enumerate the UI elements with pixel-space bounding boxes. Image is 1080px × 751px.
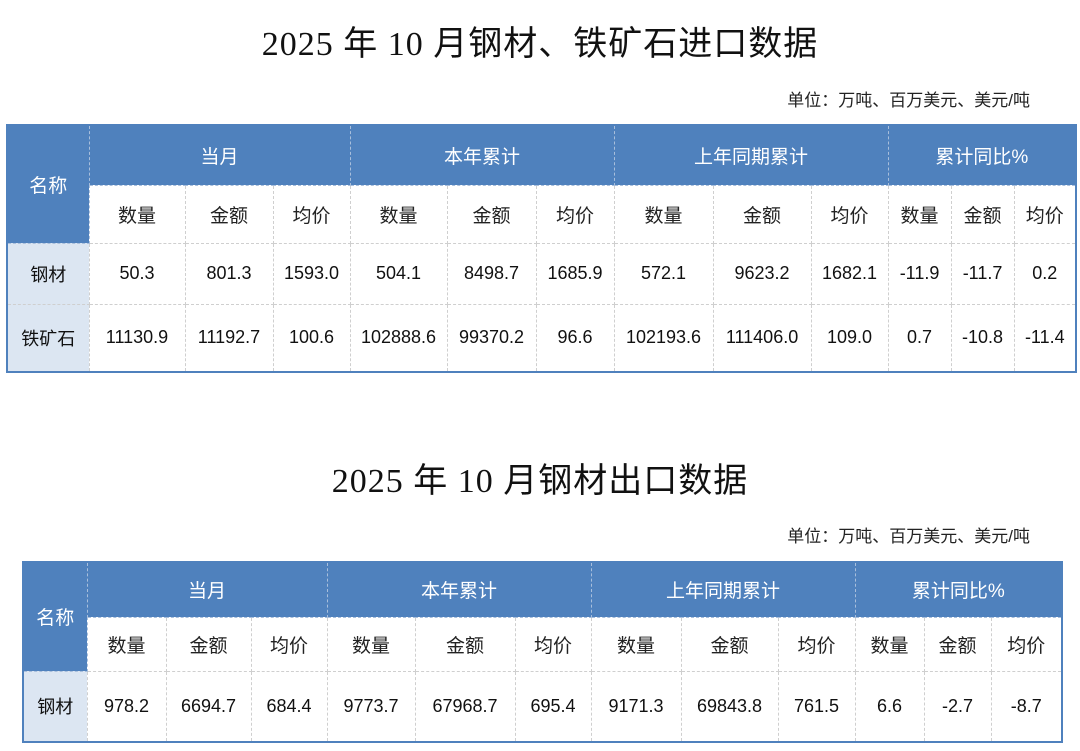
cell-value: -11.4 <box>1013 303 1077 373</box>
table-row: 铁矿石 11130.9 11192.7 100.6 102888.6 99370.2 96.… <box>6 303 1077 373</box>
subheader: 均价 <box>990 616 1063 672</box>
row-name: 钢材 <box>6 242 90 305</box>
cell-value: 504.1 <box>349 242 448 305</box>
cell-value: 11192.7 <box>184 303 274 373</box>
cell-value: 9171.3 <box>590 670 682 743</box>
cell-value: 96.6 <box>535 303 615 373</box>
subheader: 金额 <box>712 184 812 244</box>
subheader: 金额 <box>950 184 1015 244</box>
export-table: 名称 当月 本年累计 上年同期累计 累计同比% 数量 金额 均价 数量 金额 均价 数量 金额 均价 数量金… <box>22 561 1064 743</box>
cell-value: 0.7 <box>887 303 952 373</box>
cell-value: 99370.2 <box>446 303 537 373</box>
group-header: 累计同比% <box>887 124 1077 186</box>
cell-value: 978.2 <box>86 670 167 743</box>
cell-value: 801.3 <box>184 242 274 305</box>
cell-value: 11130.9 <box>88 303 186 373</box>
import-unit: 单位：万吨、百万美元、美元/吨 <box>787 91 1030 110</box>
subheader: 数量 <box>887 184 952 244</box>
cell-value: 684.4 <box>250 670 328 743</box>
cell-value: 9773.7 <box>326 670 416 743</box>
group-header: 本年累计 <box>349 124 615 186</box>
cell-value: 761.5 <box>777 670 856 743</box>
subheader: 均价 <box>810 184 889 244</box>
cell-value: 109.0 <box>810 303 889 373</box>
subheader: 金额 <box>923 616 992 672</box>
subheader: 数量 <box>86 616 167 672</box>
table-row: 钢材 978.2 6694.7 684.4 9773.7 67968.7 695.4 9171… <box>22 670 1063 743</box>
subheader: 数量 <box>349 184 448 244</box>
cell-value: 50.3 <box>88 242 186 305</box>
subheader: 数量 <box>590 616 682 672</box>
table-row: 钢材 50.3 801.3 1593.0 504.1 8498.7 1685.9 572.1 9… <box>6 242 1077 305</box>
subheader: 金额 <box>184 184 274 244</box>
cell-value: -11.7 <box>950 242 1015 305</box>
subheader: 均价 <box>250 616 328 672</box>
subheader: 金额 <box>165 616 252 672</box>
name-header: 名称 <box>22 561 88 672</box>
group-header: 上年同期累计 <box>613 124 889 186</box>
group-header: 累计同比% <box>854 561 1063 618</box>
subheader: 均价 <box>272 184 351 244</box>
subheader: 金额 <box>414 616 516 672</box>
cell-value: -10.8 <box>950 303 1015 373</box>
cell-value: 6.6 <box>854 670 925 743</box>
import-title: 2025 年 10 月钢材、铁矿石进口数据 <box>261 26 819 63</box>
subheader: 数量 <box>88 184 186 244</box>
cell-value: 1685.9 <box>535 242 615 305</box>
row-name: 钢材 <box>22 670 88 743</box>
group-header: 当月 <box>88 124 351 186</box>
group-header: 本年累计 <box>326 561 592 618</box>
cell-value: 102193.6 <box>613 303 714 373</box>
row-name: 铁矿石 <box>6 303 90 373</box>
cell-value: 695.4 <box>514 670 592 743</box>
subheader: 均价 <box>535 184 615 244</box>
cell-value: 100.6 <box>272 303 351 373</box>
import-table: 名称 当月 本年累计 上年同期累计 累计同比% 数量 金额 均价 数量 金额 均价 数量 金额 均价 数量金… <box>6 124 1078 373</box>
subheader: 金额 <box>680 616 779 672</box>
subheader: 均价 <box>1013 184 1077 244</box>
subheader: 金额 <box>446 184 537 244</box>
cell-value: 8498.7 <box>446 242 537 305</box>
cell-value: 0.2 <box>1013 242 1077 305</box>
subheader: 均价 <box>514 616 592 672</box>
subheader: 数量 <box>613 184 714 244</box>
group-header: 上年同期累计 <box>590 561 856 618</box>
cell-value: 102888.6 <box>349 303 448 373</box>
export-title: 2025 年 10 月钢材出口数据 <box>331 463 749 500</box>
cell-value: 1593.0 <box>272 242 351 305</box>
cell-value: 111406.0 <box>712 303 812 373</box>
subheader: 数量 <box>326 616 416 672</box>
cell-value: 572.1 <box>613 242 714 305</box>
cell-value: 6694.7 <box>165 670 252 743</box>
group-header: 当月 <box>86 561 328 618</box>
cell-value: 1682.1 <box>810 242 889 305</box>
cell-value: 67968.7 <box>414 670 516 743</box>
subheader: 均价 <box>777 616 856 672</box>
cell-value: 69843.8 <box>680 670 779 743</box>
name-header: 名称 <box>6 124 90 244</box>
subheader: 数量 <box>854 616 925 672</box>
cell-value: 9623.2 <box>712 242 812 305</box>
cell-value: -8.7 <box>990 670 1063 743</box>
cell-value: -11.9 <box>887 242 952 305</box>
export-unit: 单位：万吨、百万美元、美元/吨 <box>787 527 1030 546</box>
cell-value: -2.7 <box>923 670 992 743</box>
